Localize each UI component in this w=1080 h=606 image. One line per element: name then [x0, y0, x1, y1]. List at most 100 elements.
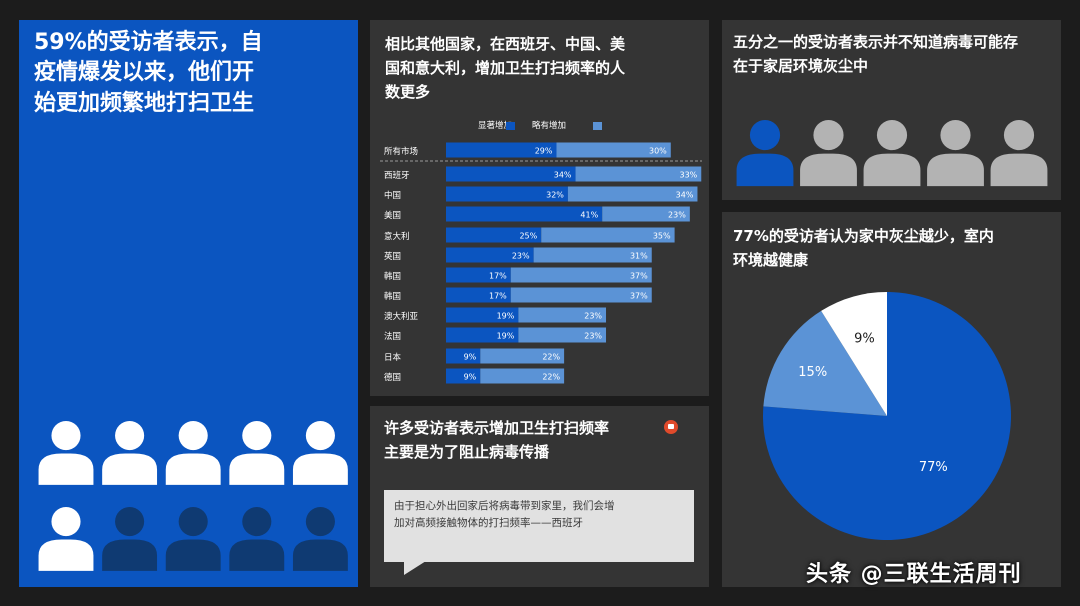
bar-significant	[446, 186, 568, 202]
pie-slice	[821, 292, 887, 416]
legend-swatch	[593, 122, 602, 130]
panel5-title-line: 许多受访者表示增加卫生打扫频率	[384, 419, 610, 437]
bar-slight	[510, 287, 652, 303]
category-label: 所有市场	[384, 146, 418, 157]
bar-value-label: 17%	[489, 272, 507, 281]
bar-slight	[480, 368, 565, 384]
person-icon	[229, 421, 285, 485]
bar-value-label: 30%	[649, 147, 667, 156]
category-label: 意大利	[384, 231, 410, 242]
person-icon	[229, 507, 285, 571]
bar-slight	[541, 227, 675, 243]
pie-label: 9%	[854, 331, 875, 346]
bar-slight	[480, 348, 565, 364]
bar-value-label: 22%	[542, 353, 560, 362]
bar-significant	[446, 267, 511, 283]
bar-slight	[567, 186, 698, 202]
bar-significant	[446, 166, 576, 182]
panel1-title-line: 59%的受访者表示，自	[34, 30, 263, 55]
bar-significant	[446, 142, 557, 158]
panel2-title: 相比其他国家，在西班牙、中国、美 国和意大利，增加卫生打扫频率的人 数更多	[385, 32, 625, 104]
bar-value-label: 32%	[546, 191, 564, 200]
category-label: 中国	[384, 190, 401, 201]
panel5-title: 许多受访者表示增加卫生打扫频率 主要是为了阻止病毒传播	[384, 416, 609, 464]
person-icon	[990, 120, 1048, 187]
panel4-title: 77%的受访者认为家中灰尘越少，室内 环境越健康	[733, 224, 994, 272]
bar-slight	[510, 267, 652, 283]
bar-value-label: 34%	[554, 171, 572, 180]
person-icon	[38, 507, 94, 571]
person-icon	[292, 507, 348, 571]
bar-value-label: 19%	[497, 332, 515, 341]
category-label: 韩国	[384, 271, 401, 282]
people-row	[736, 120, 1048, 187]
bar-slight	[575, 166, 702, 182]
panel3-title-line: 在于家居环境灰尘中	[733, 57, 869, 75]
quote-line: 加对高频接触物体的打扫频率——西班牙	[394, 517, 583, 529]
bar-significant	[446, 327, 519, 343]
panel1-title-line: 疫情爆发以来，他们开	[34, 60, 255, 86]
pie-chart: 77% 15% 9%	[763, 292, 1011, 540]
bar-value-label: 41%	[580, 211, 598, 220]
speech-bubble-icon	[664, 420, 678, 434]
bar-value-label: 33%	[679, 171, 697, 180]
pie-label: 77%	[919, 460, 948, 475]
bar-value-label: 23%	[584, 312, 602, 321]
category-label: 日本	[384, 352, 402, 363]
panel-dust-health: 77%的受访者认为家中灰尘越少，室内 环境越健康 77% 15% 9%	[722, 212, 1061, 587]
person-icon	[165, 421, 221, 485]
bar-value-label: 29%	[535, 147, 553, 156]
bar-value-label: 22%	[542, 373, 560, 382]
panel3-title-line: 五分之一的受访者表示并不知道病毒可能存	[733, 33, 1019, 51]
panel2-title-line: 相比其他国家，在西班牙、中国、美	[385, 35, 626, 53]
bar-value-label: 37%	[630, 272, 648, 281]
bar-significant	[446, 206, 603, 222]
bar-slight	[518, 327, 607, 343]
person-icon	[292, 421, 348, 485]
person-icon	[800, 120, 857, 187]
panel1-title: 59%的受访者表示，自 疫情爆发以来，他们开 始更加频繁地打扫卫生	[34, 28, 263, 119]
legend-label: 显著增加	[478, 120, 512, 131]
bar-value-label: 9%	[464, 353, 477, 362]
panel4-title-line: 环境越健康	[733, 251, 809, 269]
bar-significant	[446, 247, 534, 263]
category-label: 美国	[384, 210, 401, 221]
people-grid	[38, 421, 348, 571]
bar-value-label: 23%	[584, 332, 602, 341]
panel2-title-line: 数更多	[385, 83, 431, 101]
panel5-title-line: 主要是为了阻止病毒传播	[384, 443, 550, 461]
person-icon	[102, 421, 158, 485]
legend-label: 略有增加	[532, 120, 566, 131]
bar-significant	[446, 307, 519, 323]
category-label: 西班牙	[384, 170, 410, 181]
person-icon	[863, 120, 921, 187]
bar-significant	[446, 227, 542, 243]
pie-label: 15%	[798, 365, 827, 380]
quote-line: 由于担心外出回家后将病毒带到家里，我们会增	[394, 500, 615, 512]
bar-value-label: 35%	[653, 232, 671, 241]
person-icon	[165, 507, 221, 571]
bar-value-label: 19%	[497, 312, 515, 321]
bar-significant	[446, 287, 511, 303]
panel-cleaning-frequency: 59%的受访者表示，自 疫情爆发以来，他们开 始更加频繁地打扫卫生	[19, 20, 358, 587]
panel2-title-line: 国和意大利，增加卫生打扫频率的人	[385, 59, 626, 77]
watermark: 头条 @三联生活周刊	[806, 562, 1022, 587]
bar-value-label: 9%	[464, 373, 477, 382]
person-icon	[927, 120, 984, 187]
bar-value-label: 17%	[489, 292, 507, 301]
category-label: 德国	[384, 372, 401, 383]
quote-box: 由于担心外出回家后将病毒带到家里，我们会增 加对高频接触物体的打扫频率——西班牙	[384, 490, 694, 562]
bar-value-label: 31%	[630, 252, 648, 261]
category-label: 澳大利亚	[384, 311, 419, 322]
person-icon	[736, 120, 794, 187]
quote-tail	[404, 561, 426, 575]
bar-slight	[533, 247, 652, 263]
category-label: 法国	[384, 331, 401, 342]
bar-value-label: 37%	[630, 292, 648, 301]
person-icon	[38, 421, 94, 485]
panel-virus-awareness: 五分之一的受访者表示并不知道病毒可能存 在于家居环境灰尘中	[722, 20, 1061, 200]
pie-slice	[763, 310, 887, 416]
category-label: 韩国	[384, 291, 401, 302]
bar-slight	[602, 206, 690, 222]
legend-swatch	[506, 122, 515, 130]
